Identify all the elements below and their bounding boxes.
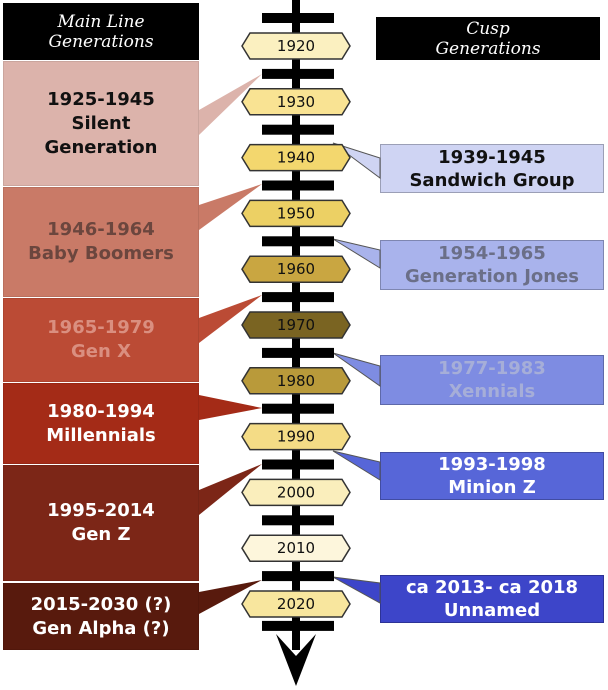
timeline-tick (262, 236, 334, 247)
timeline-tick (262, 403, 334, 414)
timeline-ticks (262, 13, 334, 631)
cusp-gen-years: 1977-1983 (438, 358, 546, 379)
main-gen-years: 1995-2014 (47, 500, 155, 521)
year-marker-1930: 1930 (241, 88, 351, 116)
timeline-tick (262, 68, 334, 79)
cusp-gen-name: Xennials (448, 381, 536, 402)
main-gen-name: Gen X (71, 341, 131, 362)
cusp-gen-generation-jones: 1954-1965 Generation Jones (380, 240, 604, 290)
year-marker-shape (241, 255, 351, 283)
cusp-gen-unnamed: ca 2013- ca 2018 Unnamed (380, 575, 604, 623)
year-marker-shape (241, 88, 351, 116)
cusp-gen-years: ca 2013- ca 2018 (405, 577, 579, 598)
year-label: 1920 (277, 37, 315, 55)
year-marker-shape (241, 422, 351, 451)
cusp-gen-minion-z: 1993-1998 Minion Z (380, 452, 604, 500)
main-line-header-line1: Main Line (57, 11, 145, 32)
year-marker-shape (241, 199, 351, 228)
timeline-tick (262, 124, 334, 135)
timeline-tick (262, 13, 334, 23)
cusp-gen-name: Generation Jones (404, 266, 580, 287)
main-gen-silent: 1925-1945 Silent Generation (3, 61, 199, 186)
timeline-tick (262, 180, 334, 191)
year-label: 2000 (277, 483, 315, 501)
timeline-tick (262, 292, 334, 303)
cusp-header-line2: Generations (435, 38, 541, 59)
main-pointer-silent (199, 74, 262, 135)
main-pointer-gen-z (199, 464, 262, 515)
year-marker-1940: 1940 (241, 143, 351, 172)
timeline-tick (262, 459, 334, 470)
year-marker-shape (241, 32, 351, 60)
main-line-header-line2: Generations (48, 31, 154, 52)
year-label: 1990 (277, 428, 315, 446)
year-marker-shape (241, 367, 351, 395)
main-gen-name: Gen Alpha (?) (32, 617, 170, 639)
cusp-header: Cusp Generations (376, 17, 600, 60)
cusp-gen-name: Unnamed (443, 600, 541, 621)
main-gen-years: 1980-1994 (47, 400, 155, 422)
cusp-header-line1: Cusp (466, 18, 510, 39)
main-gen-years: 2015-2030 (?) (30, 593, 172, 615)
year-marker-2020: 2020 (241, 590, 351, 618)
year-marker-1990: 1990 (241, 422, 351, 451)
main-gen-name-line2: Generation (44, 136, 158, 158)
timeline-arrowhead (276, 634, 316, 686)
main-gen-name: Millennials (46, 424, 156, 446)
year-label: 2010 (277, 539, 315, 557)
year-marker-1980: 1980 (241, 367, 351, 395)
main-gen-years: 1925-1945 (47, 88, 155, 110)
main-pointer-millennials (199, 395, 262, 420)
main-pointer-gen-x (199, 295, 262, 343)
cusp-gen-name: Sandwich Group (409, 169, 575, 191)
cusp-gen-years: 1993-1998 (438, 454, 546, 475)
year-label: 1950 (277, 204, 315, 222)
cusp-gen-sandwich-group: 1939-1945 Sandwich Group (380, 144, 604, 193)
cusp-pointer-xennials (332, 352, 381, 387)
timeline-tick (262, 515, 334, 526)
year-markers: 1920 1930 1940 1950 1960 1970 1980 1990 2000 2010… (241, 32, 351, 618)
year-label: 1930 (277, 93, 315, 111)
main-gen-gen-alpha: 2015-2030 (?) Gen Alpha (?) (3, 583, 199, 650)
main-line-header: Main Line Generations (3, 3, 199, 60)
year-marker-shape (241, 534, 351, 562)
cusp-gen-years: 1954-1965 (438, 243, 546, 264)
main-gen-millennials: 1980-1994 Millennials (3, 383, 199, 464)
cusp-gen-name: Minion Z (448, 477, 536, 498)
timeline-tick (262, 620, 334, 631)
year-marker-1920: 1920 (241, 32, 351, 60)
year-marker-shape (241, 143, 351, 172)
year-marker-1970: 1970 (241, 311, 351, 339)
main-gen-name: Silent (71, 112, 131, 134)
cusp-pointer-minion-z (332, 450, 381, 481)
year-label: 1970 (277, 316, 315, 334)
main-gen-baby-boomers: 1946-1964 Baby Boomers (3, 187, 199, 297)
timeline-tick (262, 571, 334, 582)
main-gen-gen-z: 1995-2014 Gen Z (3, 465, 199, 581)
year-label: 1940 (277, 149, 315, 167)
year-label: 1980 (277, 372, 315, 390)
year-marker-shape (241, 478, 351, 507)
year-marker-2010: 2010 (241, 534, 351, 562)
main-pointer-baby-boomers (199, 184, 262, 230)
cusp-gen-years: 1939-1945 (438, 146, 546, 168)
main-gen-years: 1946-1964 (47, 219, 155, 240)
cusp-pointer-generation-jones (332, 238, 381, 269)
year-marker-shape (241, 311, 351, 339)
year-label: 1960 (277, 260, 315, 278)
year-marker-2000: 2000 (241, 478, 351, 507)
main-gen-name: Baby Boomers (28, 243, 174, 264)
cusp-gen-xennials: 1977-1983 Xennials (380, 355, 604, 405)
main-pointer-gen-alpha (199, 580, 262, 614)
main-gen-name: Gen Z (71, 524, 131, 545)
main-gen-gen-x: 1965-1979 Gen X (3, 298, 199, 382)
year-marker-1960: 1960 (241, 255, 351, 283)
year-label: 2020 (277, 595, 315, 613)
year-marker-shape (241, 590, 351, 618)
cusp-pointer-unnamed (332, 576, 381, 604)
main-gen-years: 1965-1979 (47, 317, 155, 338)
year-marker-1950: 1950 (241, 199, 351, 228)
timeline-tick (262, 347, 334, 358)
